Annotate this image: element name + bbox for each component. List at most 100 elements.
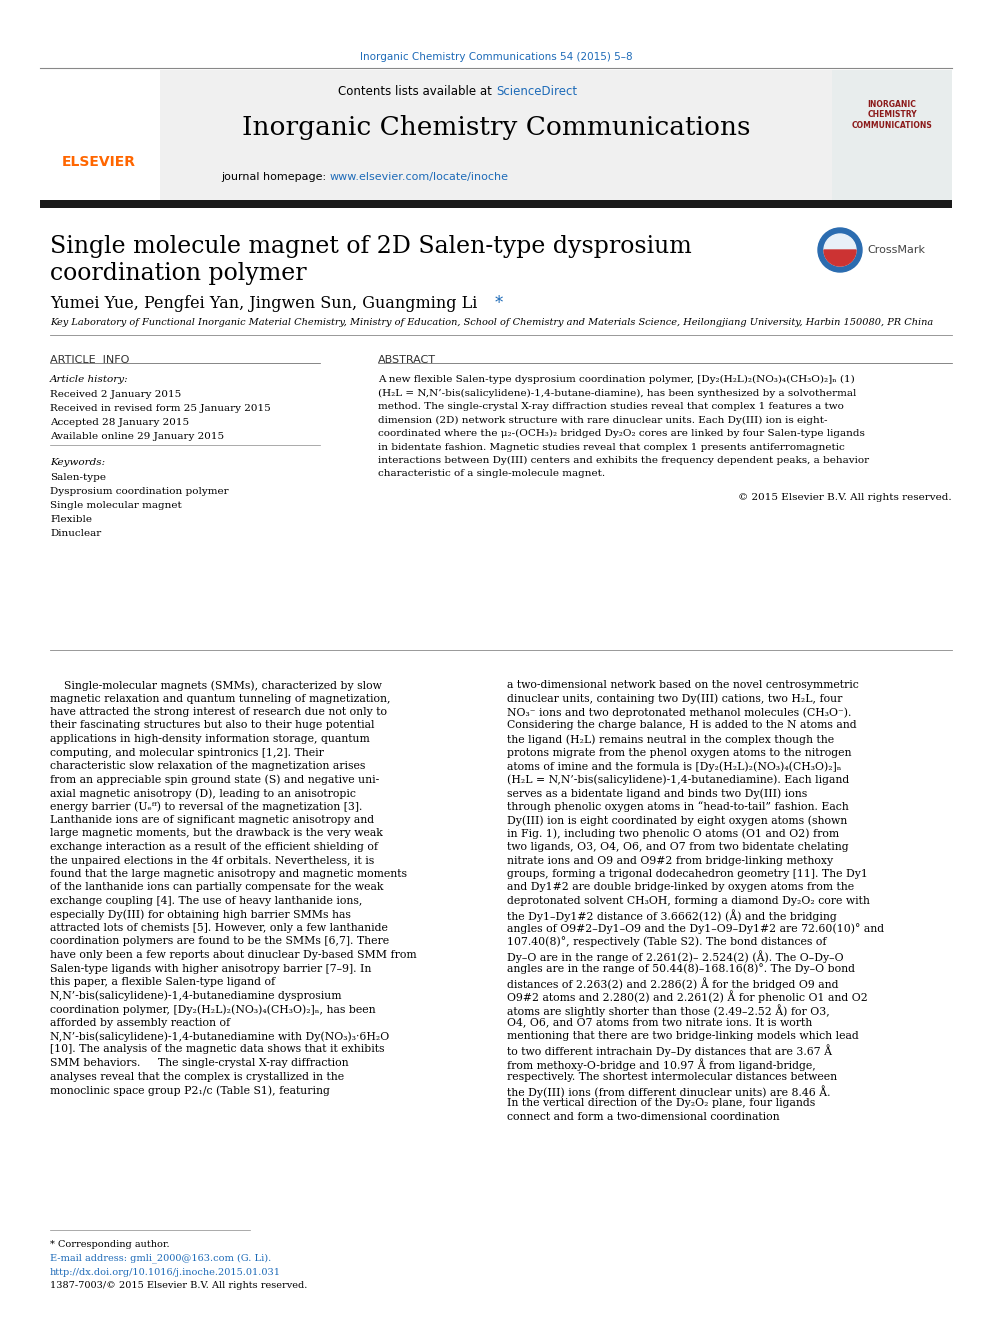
Bar (160, 70, 832, 200)
Text: (H₂L = N,N’-bis(salicylidene)-1,4-butane-diamine), has been synthesized by a sol: (H₂L = N,N’-bis(salicylidene)-1,4-butane… (378, 389, 856, 398)
Text: a two-dimensional network based on the novel centrosymmetric: a two-dimensional network based on the n… (507, 680, 859, 691)
Text: distances of 2.263(2) and 2.286(2) Å for the bridged O9 and: distances of 2.263(2) and 2.286(2) Å for… (507, 976, 838, 990)
Text: attracted lots of chemists [5]. However, only a few lanthanide: attracted lots of chemists [5]. However,… (50, 923, 388, 933)
Text: Received 2 January 2015: Received 2 January 2015 (50, 390, 182, 400)
Text: mentioning that there are two bridge-linking models which lead: mentioning that there are two bridge-lin… (507, 1031, 859, 1041)
Text: Single-molecular magnets (SMMs), characterized by slow: Single-molecular magnets (SMMs), charact… (50, 680, 382, 691)
Text: * Corresponding author.: * Corresponding author. (50, 1240, 170, 1249)
Text: have only been a few reports about dinuclear Dy-based SMM from: have only been a few reports about dinuc… (50, 950, 417, 960)
Text: the Dy1–Dy1#2 distance of 3.6662(12) (Å) and the bridging: the Dy1–Dy1#2 distance of 3.6662(12) (Å)… (507, 909, 836, 922)
Text: afforded by assembly reaction of: afforded by assembly reaction of (50, 1017, 230, 1028)
Text: magnetic relaxation and quantum tunneling of magnetization,: magnetic relaxation and quantum tunnelin… (50, 693, 391, 704)
Text: coordinated where the μ₂-(OCH₃)₂ bridged Dy₂O₂ cores are linked by four Salen-ty: coordinated where the μ₂-(OCH₃)₂ bridged… (378, 429, 865, 438)
Text: Dinuclear: Dinuclear (50, 529, 101, 538)
Text: coordination polymer: coordination polymer (50, 262, 307, 284)
Text: characteristic slow relaxation of the magnetization arises: characteristic slow relaxation of the ma… (50, 761, 365, 771)
Text: N,N’-bis(salicylidene)-1,4-butanediamine with Dy(NO₃)₃·6H₂O: N,N’-bis(salicylidene)-1,4-butanediamine… (50, 1031, 389, 1041)
Text: this paper, a flexible Salen-type ligand of: this paper, a flexible Salen-type ligand… (50, 976, 275, 987)
Text: groups, forming a trigonal dodecahedron geometry [11]. The Dy1: groups, forming a trigonal dodecahedron … (507, 869, 868, 878)
Text: angles are in the range of 50.44(8)–168.16(8)°. The Dy–O bond: angles are in the range of 50.44(8)–168.… (507, 963, 855, 974)
Wedge shape (824, 250, 856, 266)
Bar (832, 70, 952, 200)
Text: exchange interaction as a result of the efficient shielding of: exchange interaction as a result of the … (50, 841, 378, 852)
Text: analyses reveal that the complex is crystallized in the: analyses reveal that the complex is crys… (50, 1072, 344, 1081)
Text: protons migrate from the phenol oxygen atoms to the nitrogen: protons migrate from the phenol oxygen a… (507, 747, 851, 758)
Text: applications in high-density information storage, quantum: applications in high-density information… (50, 734, 370, 744)
Text: O9#2 atoms and 2.280(2) and 2.261(2) Å for phenolic O1 and O2: O9#2 atoms and 2.280(2) and 2.261(2) Å f… (507, 991, 868, 1003)
Text: www.elsevier.com/locate/inoche: www.elsevier.com/locate/inoche (330, 172, 509, 183)
Text: monoclinic space group P2₁/c (Table S1), featuring: monoclinic space group P2₁/c (Table S1),… (50, 1085, 330, 1095)
Text: coordination polymers are found to be the SMMs [6,7]. There: coordination polymers are found to be th… (50, 937, 389, 946)
Text: SMM behaviors.     The single-crystal X-ray diffraction: SMM behaviors. The single-crystal X-ray … (50, 1058, 348, 1068)
Text: and Dy1#2 are double bridge-linked by oxygen atoms from the: and Dy1#2 are double bridge-linked by ox… (507, 882, 854, 893)
Text: ABSTRACT: ABSTRACT (378, 355, 436, 365)
Text: to two different intrachain Dy–Dy distances that are 3.67 Å: to two different intrachain Dy–Dy distan… (507, 1044, 832, 1057)
Text: Keywords:: Keywords: (50, 458, 105, 467)
Text: Dysprosium coordination polymer: Dysprosium coordination polymer (50, 487, 228, 496)
Text: Lanthanide ions are of significant magnetic anisotropy and: Lanthanide ions are of significant magne… (50, 815, 374, 826)
Text: Available online 29 January 2015: Available online 29 January 2015 (50, 433, 224, 441)
Text: http://dx.doi.org/10.1016/j.inoche.2015.01.031: http://dx.doi.org/10.1016/j.inoche.2015.… (50, 1267, 281, 1277)
Bar (40, 70, 158, 200)
Text: Salen-type: Salen-type (50, 474, 106, 482)
Text: Article history:: Article history: (50, 374, 129, 384)
Text: two ligands, O3, O4, O6, and O7 from two bidentate chelating: two ligands, O3, O4, O6, and O7 from two… (507, 841, 848, 852)
Text: through phenolic oxygen atoms in “head-to-tail” fashion. Each: through phenolic oxygen atoms in “head-t… (507, 802, 849, 812)
Text: E-mail address: gmli_2000@163.com (G. Li).: E-mail address: gmli_2000@163.com (G. Li… (50, 1253, 271, 1263)
Text: INORGANIC
CHEMISTRY
COMMUNICATIONS: INORGANIC CHEMISTRY COMMUNICATIONS (851, 101, 932, 130)
Text: nitrate ions and O9 and O9#2 from bridge-linking methoxy: nitrate ions and O9 and O9#2 from bridge… (507, 856, 833, 865)
Text: the unpaired elections in the 4f orbitals. Nevertheless, it is: the unpaired elections in the 4f orbital… (50, 856, 374, 865)
Text: Contents lists available at: Contents lists available at (338, 85, 496, 98)
Text: computing, and molecular spintronics [1,2]. Their: computing, and molecular spintronics [1,… (50, 747, 323, 758)
Text: ScienceDirect: ScienceDirect (496, 85, 577, 98)
Text: the Dy(III) ions (from different dinuclear units) are 8.46 Å.: the Dy(III) ions (from different dinucle… (507, 1085, 830, 1098)
Text: © 2015 Elsevier B.V. All rights reserved.: © 2015 Elsevier B.V. All rights reserved… (738, 493, 952, 501)
Text: energy barrier (Uₑᶠᶠ) to reversal of the magnetization [3].: energy barrier (Uₑᶠᶠ) to reversal of the… (50, 802, 362, 812)
Text: especially Dy(III) for obtaining high barrier SMMs has: especially Dy(III) for obtaining high ba… (50, 909, 351, 919)
Text: their fascinating structures but also to their huge potential: their fascinating structures but also to… (50, 721, 375, 730)
Text: Received in revised form 25 January 2015: Received in revised form 25 January 2015 (50, 404, 271, 413)
Text: from methoxy-O-bridge and 10.97 Å from ligand-bridge,: from methoxy-O-bridge and 10.97 Å from l… (507, 1058, 815, 1070)
Text: exchange coupling [4]. The use of heavy lanthanide ions,: exchange coupling [4]. The use of heavy … (50, 896, 362, 906)
Text: Flexible: Flexible (50, 515, 92, 524)
Text: A new flexible Salen-type dysprosium coordination polymer, [Dy₂(H₂L)₂(NO₃)₄(CH₃O: A new flexible Salen-type dysprosium coo… (378, 374, 855, 384)
Bar (40, 200, 952, 208)
Text: axial magnetic anisotropy (D), leading to an anisotropic: axial magnetic anisotropy (D), leading t… (50, 789, 356, 799)
Text: Dy(III) ion is eight coordinated by eight oxygen atoms (shown: Dy(III) ion is eight coordinated by eigh… (507, 815, 847, 826)
Text: atoms of imine and the formula is [Dy₂(H₂L)₂(NO₃)₄(CH₃O)₂]ₙ: atoms of imine and the formula is [Dy₂(H… (507, 761, 841, 771)
Text: angles of O9#2–Dy1–O9 and the Dy1–O9–Dy1#2 are 72.60(10)° and: angles of O9#2–Dy1–O9 and the Dy1–O9–Dy1… (507, 923, 884, 934)
Text: NO₃⁻ ions and two deprotonated methanol molecules (CH₃O⁻).: NO₃⁻ ions and two deprotonated methanol … (507, 706, 851, 717)
Text: dinuclear units, containing two Dy(III) cations, two H₂L, four: dinuclear units, containing two Dy(III) … (507, 693, 842, 704)
Text: N,N’-bis(salicylidene)-1,4-butanediamine dysprosium: N,N’-bis(salicylidene)-1,4-butanediamine… (50, 991, 341, 1002)
Text: CrossMark: CrossMark (867, 245, 925, 255)
Text: have attracted the strong interest of research due not only to: have attracted the strong interest of re… (50, 706, 387, 717)
Text: Inorganic Chemistry Communications: Inorganic Chemistry Communications (242, 115, 750, 140)
Text: Salen-type ligands with higher anisotropy barrier [7–9]. In: Salen-type ligands with higher anisotrop… (50, 963, 371, 974)
Text: Single molecular magnet: Single molecular magnet (50, 501, 182, 509)
Text: Dy–O are in the range of 2.261(2)– 2.524(2) (Å). The O–Dy–O: Dy–O are in the range of 2.261(2)– 2.524… (507, 950, 843, 963)
Circle shape (818, 228, 862, 273)
Text: O4, O6, and O7 atoms from two nitrate ions. It is worth: O4, O6, and O7 atoms from two nitrate io… (507, 1017, 812, 1028)
Text: Single molecule magnet of 2D Salen-type dysprosium: Single molecule magnet of 2D Salen-type … (50, 235, 691, 258)
Text: coordination polymer, [Dy₂(H₂L)₂(NO₃)₄(CH₃O)₂]ₙ, has been: coordination polymer, [Dy₂(H₂L)₂(NO₃)₄(C… (50, 1004, 376, 1015)
Text: serves as a bidentate ligand and binds two Dy(III) ions: serves as a bidentate ligand and binds t… (507, 789, 807, 799)
Text: respectively. The shortest intermolecular distances between: respectively. The shortest intermolecula… (507, 1072, 837, 1081)
Text: (H₂L = N,N’-bis(salicylidene)-1,4-butanediamine). Each ligand: (H₂L = N,N’-bis(salicylidene)-1,4-butane… (507, 774, 849, 785)
Text: ELSEVIER: ELSEVIER (62, 155, 136, 169)
Text: of the lanthanide ions can partially compensate for the weak: of the lanthanide ions can partially com… (50, 882, 384, 893)
Text: large magnetic moments, but the drawback is the very weak: large magnetic moments, but the drawback… (50, 828, 383, 839)
Text: journal homepage:: journal homepage: (221, 172, 330, 183)
Text: connect and form a two-dimensional coordination: connect and form a two-dimensional coord… (507, 1113, 780, 1122)
Text: Considering the charge balance, H is added to the N atoms and: Considering the charge balance, H is add… (507, 721, 857, 730)
Text: the ligand (H₂L) remains neutral in the complex though the: the ligand (H₂L) remains neutral in the … (507, 734, 834, 745)
Text: *: * (490, 295, 503, 312)
Text: ARTICLE  INFO: ARTICLE INFO (50, 355, 129, 365)
Text: from an appreciable spin ground state (S) and negative uni-: from an appreciable spin ground state (S… (50, 774, 379, 785)
Text: In the vertical direction of the Dy₂O₂ plane, four ligands: In the vertical direction of the Dy₂O₂ p… (507, 1098, 815, 1109)
Text: 1387-7003/© 2015 Elsevier B.V. All rights reserved.: 1387-7003/© 2015 Elsevier B.V. All right… (50, 1281, 308, 1290)
Text: deprotonated solvent CH₃OH, forming a diamond Dy₂O₂ core with: deprotonated solvent CH₃OH, forming a di… (507, 896, 870, 906)
Text: Inorganic Chemistry Communications 54 (2015) 5–8: Inorganic Chemistry Communications 54 (2… (360, 52, 632, 62)
Text: in bidentate fashion. Magnetic studies reveal that complex 1 presents antiferrom: in bidentate fashion. Magnetic studies r… (378, 442, 845, 451)
Text: interactions between Dy(III) centers and exhibits the frequency dependent peaks,: interactions between Dy(III) centers and… (378, 456, 869, 466)
Circle shape (824, 234, 856, 266)
